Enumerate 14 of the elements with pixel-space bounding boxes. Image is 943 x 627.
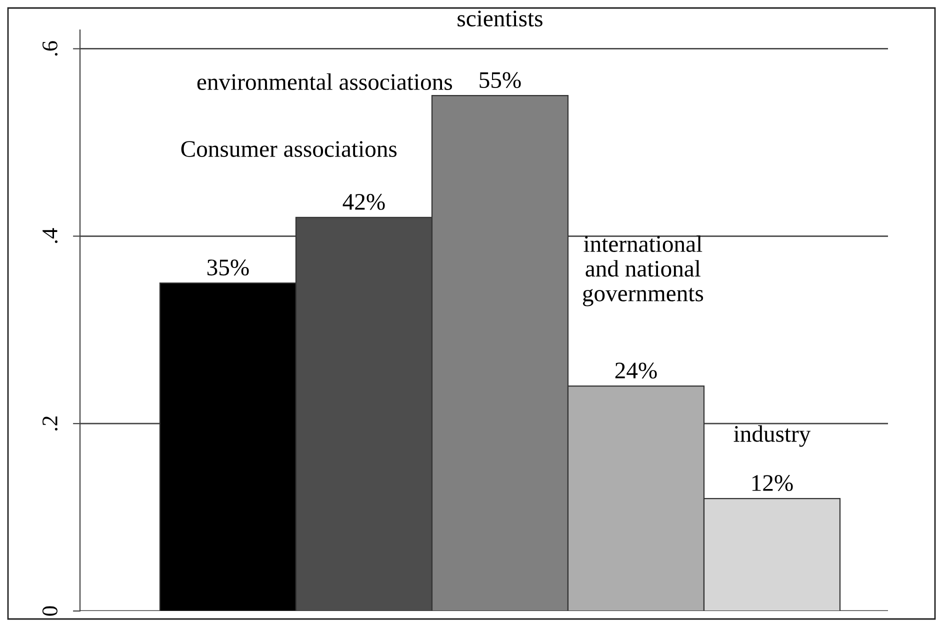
data-label: 42% <box>342 194 385 210</box>
annotation: international and national governments <box>582 235 704 306</box>
annotation: Consumer associations <box>181 141 397 157</box>
annotation: environmental associations <box>197 73 452 90</box>
data-label: 12% <box>752 475 793 492</box>
data-label: 55% <box>480 72 521 88</box>
data-label: 24% <box>615 362 657 379</box>
y-tick-label: 0 <box>42 606 58 616</box>
y-tick-label: .6 <box>42 41 58 56</box>
text: scientists <box>458 10 542 27</box>
y-tick-label: .4 <box>42 228 58 244</box>
y-tick-label: .2 <box>42 416 58 430</box>
annotation: industry <box>734 425 811 447</box>
data-label: 35% <box>207 260 249 276</box>
